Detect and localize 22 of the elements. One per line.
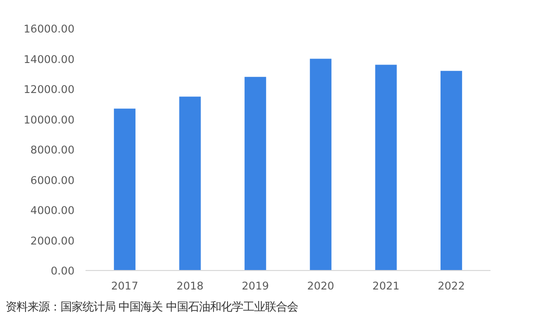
- y-tick-label: 12000.00: [24, 83, 75, 96]
- y-tick-label: 6000.00: [30, 174, 75, 187]
- y-tick-label: 10000.00: [24, 113, 75, 126]
- y-tick-label: 14000.00: [24, 52, 75, 66]
- x-tick-label: 2018: [176, 280, 204, 292]
- bar: [375, 64, 397, 270]
- y-tick-label: 4000.00: [30, 204, 75, 217]
- y-tick-label: 0.00: [50, 264, 75, 278]
- text: 资料来源：国家统计局 中国海关 中国石油和化学工业联合会: [6, 300, 298, 314]
- x-tick-label: 2021: [372, 280, 400, 292]
- y-tick-label: 8000.00: [30, 144, 75, 156]
- bar: [244, 76, 266, 270]
- bar: [310, 58, 332, 270]
- y-tick-label: 16000.00: [24, 22, 75, 36]
- bar: [179, 96, 201, 270]
- x-tick-label: 2022: [438, 280, 465, 292]
- y-tick-label: 2000.00: [30, 234, 75, 248]
- bar: [440, 70, 462, 270]
- bar: [114, 108, 136, 270]
- x-tick-label: 2019: [242, 280, 270, 292]
- x-tick-label: 2020: [307, 280, 334, 292]
- x-tick-label: 2017: [111, 280, 138, 292]
